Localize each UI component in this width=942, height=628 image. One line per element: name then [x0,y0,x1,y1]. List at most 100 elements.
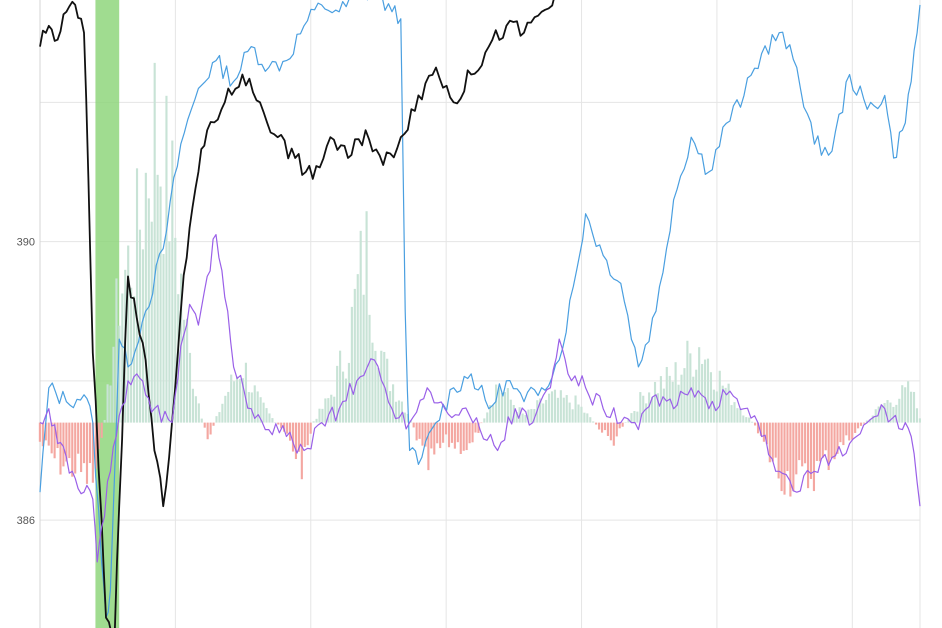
histogram-bar [321,408,324,423]
histogram-bar [780,422,783,492]
histogram-bar [374,350,377,423]
histogram-bar [450,422,454,443]
histogram-bar [118,325,121,423]
histogram-bar [371,342,374,423]
histogram-bar [412,422,415,428]
histogram-bar [347,362,350,423]
histogram-bar [895,404,898,423]
histogram-bar [871,415,874,423]
histogram-bar [621,422,624,427]
histogram-bar [883,402,886,423]
histogram-bar [859,422,863,426]
histogram-bar [756,422,760,434]
histogram-bar [209,422,212,435]
histogram-bar [309,422,312,434]
histogram-bar [121,293,124,423]
y-tick-label-386: 386 [17,515,35,527]
histogram-bar [462,422,465,451]
histogram-bar [185,318,189,423]
histogram-bar [259,397,262,423]
histogram-bar [144,172,147,423]
histogram-bar [442,422,445,443]
histogram-bar [447,422,451,448]
histogram-bar [857,422,860,429]
histogram-bar [350,306,353,423]
histogram-bar [286,422,289,434]
histogram-bar [41,422,44,447]
histogram-bar [739,408,742,423]
histogram-bar [624,422,627,423]
histogram-bar [595,422,598,425]
histogram-bar [147,198,150,423]
histogram-bar [562,397,565,423]
histogram-bar [615,422,618,437]
histogram-bar [898,398,901,423]
histogram-bar [910,391,913,423]
histogram-bar [303,422,306,447]
histogram-bar [238,379,242,423]
histogram-bar [836,422,839,454]
histogram-bar [191,388,195,423]
histogram-bar [603,422,607,431]
histogram-bar [300,422,303,480]
histogram-bar [586,413,589,423]
histogram-bar [224,395,227,423]
histogram-bar [203,422,206,428]
histogram-bar [162,253,165,423]
histogram-bar [103,420,106,423]
histogram-bar [495,384,498,423]
histogram-bar [748,417,751,423]
histogram-bar [59,422,62,475]
histogram-bar [439,422,442,449]
histogram-bar [745,417,748,423]
histogram-bar [436,422,439,444]
histogram-bar [71,422,74,477]
histogram-bar [724,387,727,423]
histogram-bar [141,249,144,423]
histogram-bar [444,422,448,435]
histogram-bar [539,398,542,423]
histogram-bar [456,422,459,443]
histogram-bar [686,340,689,423]
histogram-bar [453,422,456,449]
histogram-bar [689,353,692,423]
histogram-bar [792,422,795,492]
histogram-bar [271,418,274,423]
histogram-bar [77,422,80,454]
histogram-bar [627,418,630,423]
y-axis-labels: 390 386 [17,237,35,527]
histogram-bar [630,413,633,423]
histogram-bar [212,422,215,426]
histogram-bar [577,404,580,423]
histogram-bar [206,422,209,440]
chart-grid [39,0,921,628]
histogram-bar [656,393,660,423]
histogram-bar [38,422,41,442]
histogram-bar [642,395,645,423]
histogram-bar [221,403,224,423]
histogram-bar [827,422,830,471]
histogram-bar [736,408,739,423]
histogram-bar [230,374,233,423]
histogram-bar [839,422,842,443]
histogram-bar [297,422,300,452]
histogram-bar [106,384,109,423]
histogram-bar [236,376,239,423]
histogram-bar [918,418,921,423]
histogram-bar [380,350,383,423]
histogram-bar [533,409,536,423]
histogram-bar [777,422,780,479]
histogram-bar [218,412,221,423]
histogram-bar [227,391,230,423]
histogram-bar [701,363,704,423]
histogram-bar [674,362,677,423]
histogram-bar [692,376,695,423]
histogram-bar [291,422,295,452]
histogram-bar [721,385,724,423]
histogram-bar [486,412,489,423]
histogram-bar [648,392,651,423]
histogram-bar [471,422,474,443]
histogram-bar [97,422,100,449]
histogram-bar [915,408,919,423]
